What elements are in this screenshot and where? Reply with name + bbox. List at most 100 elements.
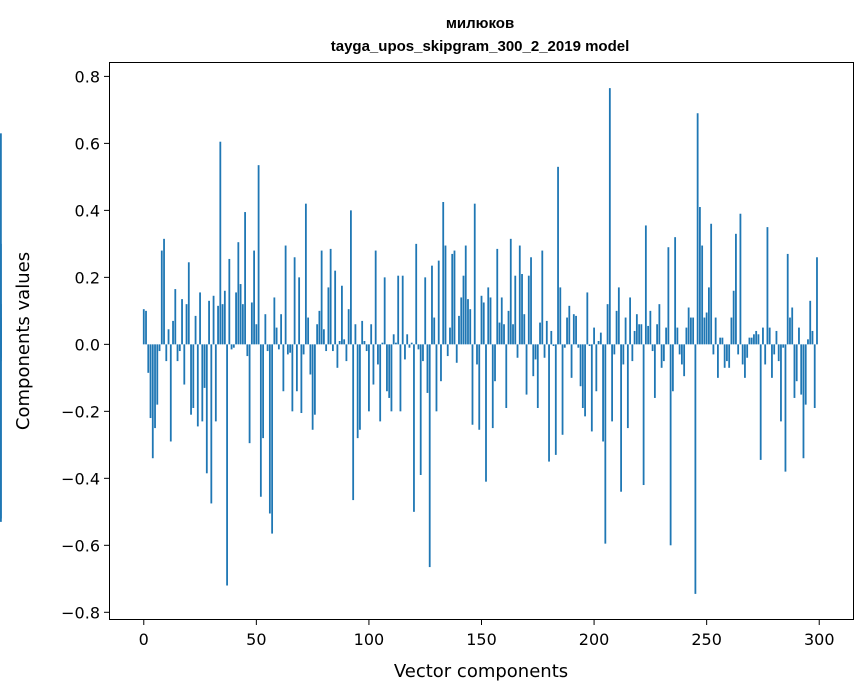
bar [631, 344, 634, 362]
bar [500, 297, 503, 345]
bar [575, 315, 577, 345]
bar [617, 287, 620, 345]
bar [534, 344, 537, 360]
x-tick-label: 100 [354, 630, 385, 649]
bar [253, 250, 255, 345]
bar [307, 317, 310, 345]
bar [570, 344, 573, 378]
bar [275, 327, 278, 345]
bar [458, 315, 460, 345]
bar [442, 202, 445, 345]
bar [696, 113, 699, 345]
bar [753, 334, 755, 345]
bar [327, 287, 330, 345]
bar [739, 213, 742, 345]
bar [721, 337, 724, 345]
bar [703, 317, 706, 345]
bar [406, 334, 409, 345]
bar [271, 344, 274, 534]
bar [404, 344, 406, 360]
bar [780, 344, 782, 422]
bar [755, 330, 758, 345]
bar [390, 344, 393, 412]
bar [653, 344, 656, 398]
bar [172, 320, 174, 345]
bar [356, 344, 359, 439]
bar [320, 250, 323, 345]
bar [548, 344, 550, 462]
y-tick-label: −0.6 [61, 536, 100, 555]
bar [640, 324, 643, 345]
bar [221, 304, 224, 345]
bar [203, 344, 206, 388]
bar [167, 329, 170, 345]
bar [325, 344, 328, 352]
bar [588, 344, 591, 347]
bar [165, 344, 168, 362]
bar [489, 297, 492, 345]
bar [237, 242, 240, 345]
bar [505, 344, 508, 408]
bar [638, 324, 641, 345]
bar [255, 324, 258, 345]
bar [496, 248, 499, 345]
bar [451, 253, 454, 345]
bar [710, 223, 713, 345]
bar [377, 344, 379, 365]
bar [462, 275, 465, 345]
bar [313, 344, 316, 415]
y-tick-label: 0.4 [75, 201, 100, 220]
bar [187, 262, 190, 345]
bar [768, 327, 771, 345]
bar [469, 309, 472, 345]
bar [0, 344, 2, 522]
bar [541, 250, 544, 345]
bar [322, 329, 325, 345]
y-tick-label: −0.8 [61, 603, 100, 622]
bar [212, 295, 215, 345]
bar [647, 325, 650, 345]
bar [674, 237, 677, 345]
bar [554, 344, 557, 455]
bar [777, 344, 780, 362]
bar [431, 265, 433, 345]
bar [795, 344, 798, 382]
bar [185, 304, 188, 345]
bar [286, 344, 289, 355]
bar [683, 344, 686, 377]
bar [530, 257, 532, 345]
bar [352, 344, 355, 501]
bar [676, 327, 679, 345]
bar [482, 302, 485, 345]
bar [336, 344, 339, 368]
bar [651, 344, 654, 352]
bar [656, 324, 659, 345]
bar [428, 344, 431, 568]
bar [169, 344, 172, 442]
bar [719, 337, 722, 345]
bar [455, 344, 458, 363]
bar [347, 309, 350, 345]
bar [0, 133, 2, 345]
bar [581, 344, 584, 408]
bar [629, 297, 631, 345]
bar [802, 344, 805, 459]
bar [813, 344, 816, 408]
bar [744, 344, 746, 378]
bar [154, 344, 156, 429]
bar [509, 238, 512, 345]
bar [329, 248, 332, 345]
bar [735, 233, 737, 345]
bar [381, 342, 384, 345]
bar [543, 344, 546, 358]
bar [649, 310, 652, 345]
bar [584, 344, 586, 417]
bar [635, 314, 638, 345]
bar [678, 344, 681, 355]
bar [766, 227, 769, 345]
bar [341, 285, 343, 345]
bar [717, 344, 719, 378]
bar [685, 327, 688, 345]
bar [487, 287, 490, 345]
bar [399, 344, 402, 412]
